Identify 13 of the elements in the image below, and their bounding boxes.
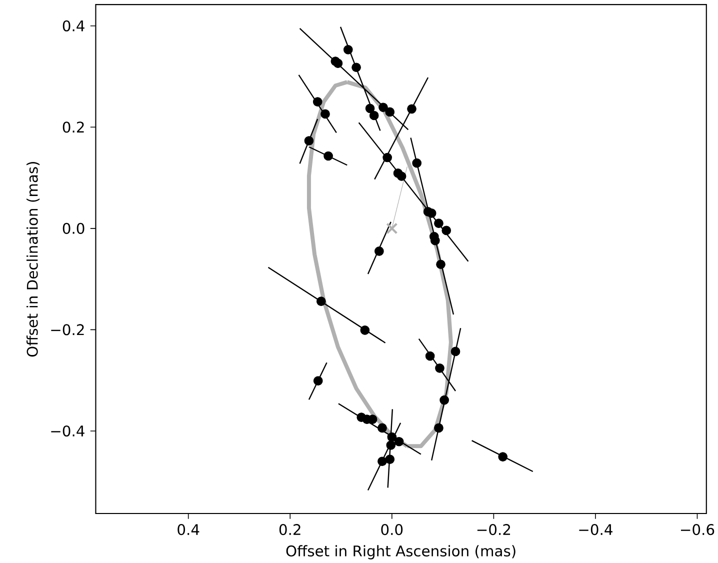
x-tick-label: −0.6 xyxy=(680,524,714,536)
y-tick-label: 0.2 xyxy=(62,122,84,133)
x-axis-title: Offset in Right Ascension (mas) xyxy=(286,545,516,560)
x-tick-label: 0.2 xyxy=(279,524,300,536)
x-tick-label: 0.4 xyxy=(178,524,200,536)
y-tick-label: 0.0 xyxy=(62,222,84,234)
y-tick-label: −0.4 xyxy=(51,425,84,437)
x-tick-label: −0.2 xyxy=(477,524,510,536)
x-tick-label: 0.0 xyxy=(381,524,403,536)
y-tick-label: 0.4 xyxy=(62,20,84,32)
x-tick-label: −0.4 xyxy=(579,524,612,536)
y-tick-label: −0.2 xyxy=(51,324,84,336)
y-axis-title: Offset in Declination (mas) xyxy=(26,162,40,357)
